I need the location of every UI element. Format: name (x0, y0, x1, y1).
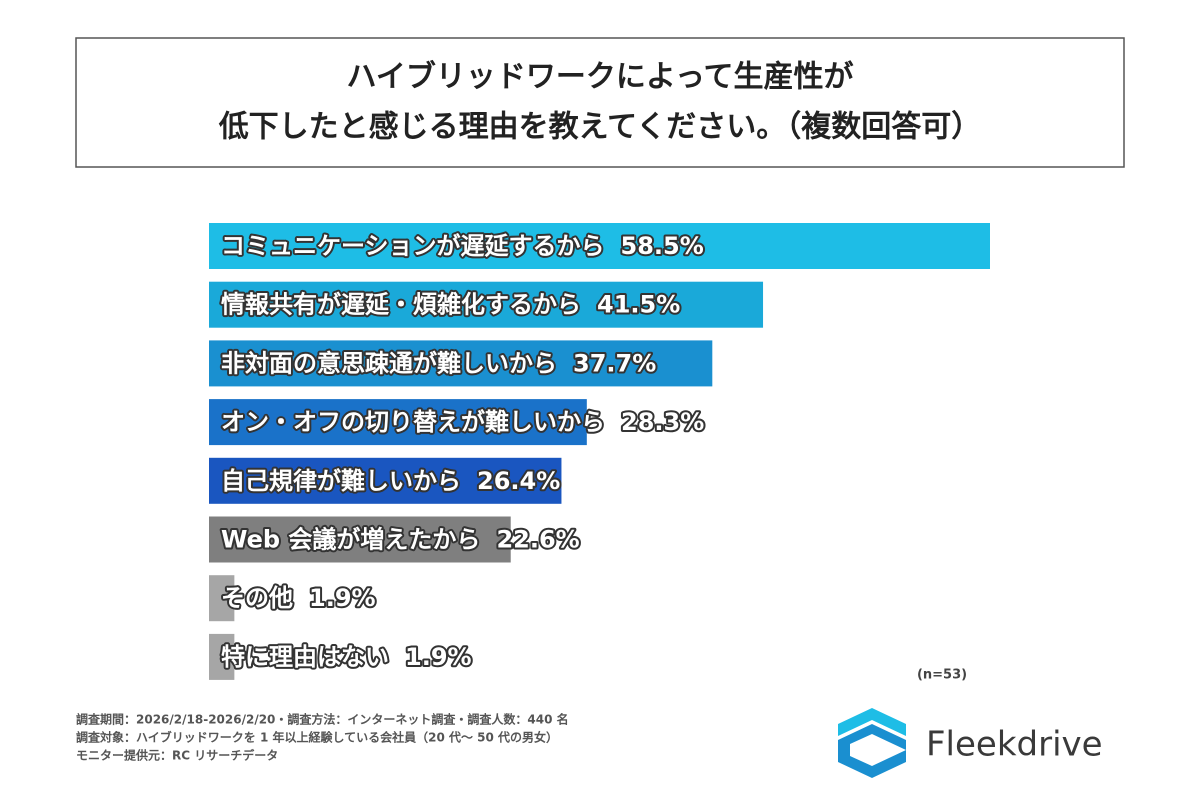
bar (209, 633, 235, 680)
category-label: コミュニケーションが遅延するから (221, 232, 605, 260)
footnote: モニター提供元：RC リサーチデータ (76, 748, 278, 763)
bar-label: 情報共有が遅延・煩雑化するから 41.5% (221, 291, 680, 319)
category-label: 非対面の意思疎通が難しいから (221, 349, 557, 377)
bar-label: オン・オフの切り替えが難しいから 28.3% (221, 408, 704, 436)
footnote: 調査対象：ハイブリッドワークを 1 年以上経験している会社員（20 代～ 50 … (76, 730, 558, 745)
category-label: 情報共有が遅延・煩雑化するから (221, 291, 581, 319)
bar-label: その他 1.9% (221, 584, 376, 612)
bar-label: 特に理由はない 1.9% (221, 643, 472, 671)
bar-label: コミュニケーションが遅延するから 58.5% (221, 232, 704, 260)
bar (209, 399, 587, 446)
value-label: 41.5% (597, 291, 680, 319)
value-label: 28.3% (621, 408, 704, 436)
sample-note: (n=53) (917, 668, 967, 683)
logo-icon (838, 708, 906, 778)
category-label: 自己規律が難しいから (221, 467, 461, 495)
logo-text: Fleekdrive (926, 725, 1103, 765)
value-label: 37.7% (573, 349, 656, 377)
title-box (75, 37, 1125, 168)
bar (209, 516, 511, 563)
chart-title: 低下したと感じる理由を教えてください。（複数回答可） (218, 110, 982, 145)
category-label: オン・オフの切り替えが難しいから (221, 408, 605, 436)
bar-label: Web 会議が増えたから 22.6% (221, 526, 580, 554)
value-label: 22.6% (496, 526, 579, 554)
chart-title: ハイブリッドワークによって生産性が (347, 60, 854, 95)
bar (209, 223, 990, 269)
footnote: 調査期間：2026/2/18-2026/2/20・調査方法：インターネット調査・… (76, 712, 569, 727)
bar (209, 575, 235, 622)
bar-label: 非対面の意思疎通が難しいから 37.7% (221, 349, 656, 377)
category-label: その他 (221, 584, 293, 612)
bar (209, 340, 713, 387)
value-label: 26.4% (477, 467, 560, 495)
value-label: 58.5% (621, 232, 704, 260)
value-label: 1.9% (405, 643, 472, 671)
category-label: Web 会議が増えたから (221, 526, 480, 554)
value-label: 1.9% (309, 584, 376, 612)
bar (209, 457, 562, 504)
category-label: 特に理由はない (221, 643, 389, 671)
bar (209, 281, 764, 328)
bar-label: 自己規律が難しいから 26.4% (221, 467, 560, 495)
